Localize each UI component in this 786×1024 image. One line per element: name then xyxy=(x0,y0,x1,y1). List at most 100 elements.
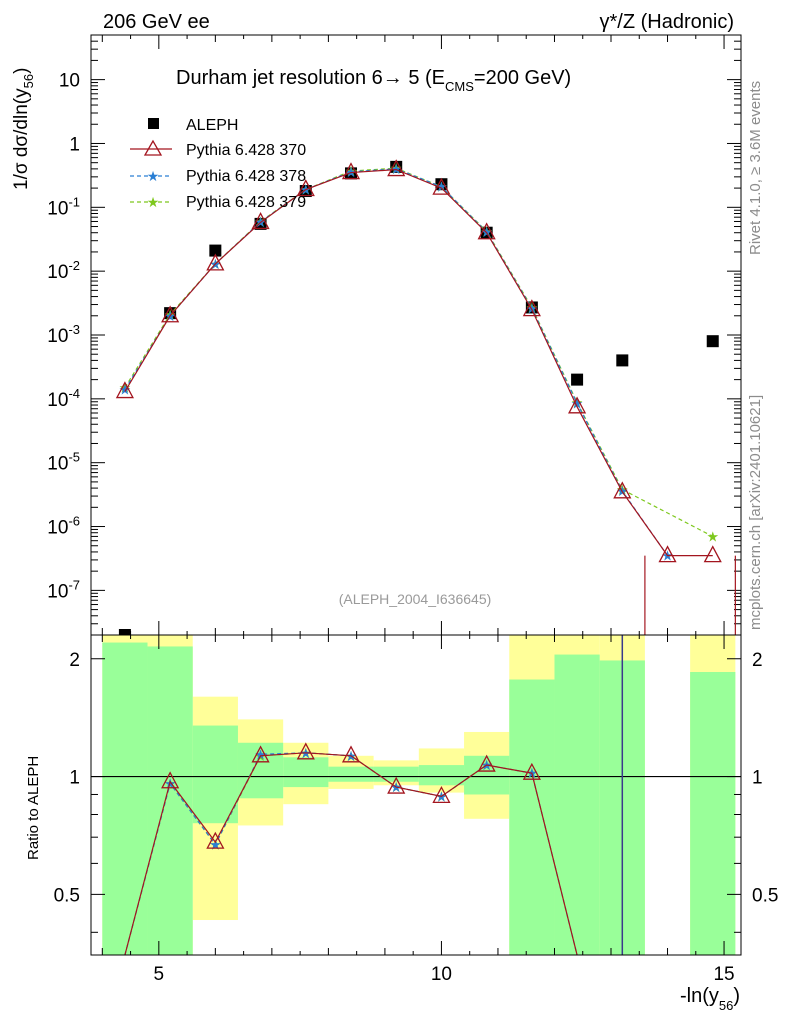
pythia-370-point xyxy=(115,381,134,399)
series-line-3 xyxy=(124,167,714,537)
header-right: γ*/Z (Hadronic) xyxy=(600,11,734,33)
legend-label-pythia-370: Pythia 6.428 370 xyxy=(186,142,306,159)
ratio-pythia-370-point xyxy=(522,762,541,780)
aleph-point xyxy=(209,244,222,257)
legend: ALEPH Pythia 6.428 370 ★ Pythia 6.428 37… xyxy=(130,117,306,211)
plot-title: Durham jet resolution 6→ 5 (ECMS=200 GeV… xyxy=(176,67,571,94)
ratio-band-inner xyxy=(237,742,284,799)
pythia-370-point xyxy=(251,212,270,230)
pythia-378-point: ★ xyxy=(345,164,358,180)
x-tick-label: 10 xyxy=(431,964,452,985)
legend-entry-pythia-379: ★ Pythia 6.428 379 xyxy=(130,194,306,211)
pythia-379-point: ★ xyxy=(119,380,132,396)
ratio-band-inner xyxy=(147,646,193,955)
y-tick-label: 10-5 xyxy=(47,450,80,475)
ratio-band-inner xyxy=(509,679,555,955)
pythia-370-point xyxy=(658,545,677,563)
legend-marker-pythia-379: ★ xyxy=(147,194,160,210)
mcplots-label: mcplots.cern.ch [arXiv:2401.10621] xyxy=(747,395,764,630)
y-tick-label: 10-6 xyxy=(47,514,80,539)
legend-label-pythia-379: Pythia 6.428 379 xyxy=(186,194,306,211)
ratio-band-inner xyxy=(418,765,465,786)
ratio-ticks: 5 10 15 0.5 0.5 1 1 2 2 xyxy=(54,635,778,985)
ratio-y-tick-label: 2 xyxy=(69,650,80,671)
ratio-y-tick-label-right: 1 xyxy=(752,768,763,789)
ratio-band-inner xyxy=(373,766,419,782)
pythia-370-point xyxy=(161,305,180,323)
ratio-y-axis-label: Ratio to ALEPH xyxy=(25,756,42,860)
analysis-reference: (ALEPH_2004_I636645) xyxy=(339,591,492,607)
ratio-pythia-370-point xyxy=(296,742,315,760)
y-tick-label: 10-3 xyxy=(47,322,80,347)
ratio-band-inner xyxy=(283,757,329,788)
pythia-379-point: ★ xyxy=(390,160,403,176)
pythia-379-point: ★ xyxy=(706,528,719,544)
ratio-band-inner xyxy=(690,672,736,955)
pythia-370-point xyxy=(568,396,587,414)
ratio-y-tick-label: 1 xyxy=(69,768,80,789)
ratio-line-0 xyxy=(124,752,578,956)
y-tick-label: 10-1 xyxy=(47,194,80,219)
legend-marker-pythia-370 xyxy=(143,139,163,156)
ratio-band-inner xyxy=(328,766,374,782)
legend-entry-pythia-378: ★ Pythia 6.428 378 xyxy=(130,168,306,185)
x-axis-label: -ln(y56) xyxy=(680,985,740,1013)
series-line-2 xyxy=(124,168,669,556)
main-y-tick-labels: 10-7 10-6 10-5 10-4 10-3 10-2 10-1 1 10 xyxy=(47,71,80,603)
ratio-pythia-370-point xyxy=(206,831,225,849)
aleph-point xyxy=(164,307,177,320)
legend-label-aleph: ALEPH xyxy=(186,117,238,134)
x-tick-label: 15 xyxy=(713,964,734,985)
y-tick-label: 1 xyxy=(69,134,80,155)
pythia-379-point: ★ xyxy=(164,306,177,322)
aleph-point xyxy=(616,354,629,367)
x-tick-label: 5 xyxy=(154,964,165,985)
rivet-label: Rivet 4.1.0, ≥ 3.6M events xyxy=(747,81,764,255)
ratio-bands xyxy=(102,635,736,955)
main-ticks xyxy=(91,34,741,636)
header-left: 206 GeV ee xyxy=(103,11,210,33)
legend-entry-pythia-370: Pythia 6.428 370 xyxy=(130,139,306,159)
ratio-pythia-370-point xyxy=(251,745,270,763)
pythia-370-point xyxy=(613,481,632,499)
ratio-pythia-370-point xyxy=(387,776,406,794)
ratio-plot-area: ★★★ ★ ★★★★★★★★ ★ ★★★★★ xyxy=(91,635,741,956)
pythia-370-point xyxy=(296,179,315,197)
legend-label-pythia-378: Pythia 6.428 378 xyxy=(186,168,306,185)
pythia-370-point xyxy=(341,162,361,180)
y-tick-label: 10-7 xyxy=(47,577,80,602)
pythia-370-point xyxy=(477,222,496,240)
main-y-axis-label: 1/σ dσ/dln(y56) xyxy=(11,68,36,190)
ratio-pythia-370-point xyxy=(432,785,451,804)
aleph-point xyxy=(571,373,584,386)
legend-marker-aleph xyxy=(148,118,159,129)
ratio-y-tick-label: 0.5 xyxy=(54,885,80,906)
pythia-370-point xyxy=(432,177,451,195)
pythia-370-point xyxy=(522,299,541,317)
y-tick-label: 10 xyxy=(59,71,80,92)
pythia-370-point xyxy=(387,159,406,177)
pythia-370-point xyxy=(206,253,225,271)
y-tick-label: 10-4 xyxy=(47,386,80,411)
pythia-379-point: ★ xyxy=(345,163,358,179)
ratio-pythia-point: ★ xyxy=(209,837,222,853)
ratio-band-inner xyxy=(102,642,148,955)
legend-entry-aleph: ALEPH xyxy=(148,117,238,134)
ratio-pythia-point: ★ xyxy=(254,746,267,762)
ratio-panel-frame xyxy=(90,634,742,956)
ratio-pythia-370-point xyxy=(341,745,361,763)
ratio-band-inner xyxy=(554,654,600,955)
ratio-pythia-370-point xyxy=(161,771,180,789)
aleph-point xyxy=(706,335,719,348)
ratio-band-inner xyxy=(192,725,238,824)
pythia-370-point xyxy=(703,545,722,563)
ratio-y-tick-label-right: 2 xyxy=(752,650,763,671)
ratio-y-tick-label-right: 0.5 xyxy=(752,885,778,906)
y-tick-label: 10-2 xyxy=(47,258,80,283)
legend-marker-pythia-378: ★ xyxy=(147,168,160,184)
ratio-pythia-370-point xyxy=(477,754,496,772)
main-plot-area: ★★★★★★ ★★★★★★★★★★★★★ ★★★★★★★ xyxy=(115,159,736,641)
pythia-378-point: ★ xyxy=(390,161,403,177)
series-line-1 xyxy=(124,168,713,557)
